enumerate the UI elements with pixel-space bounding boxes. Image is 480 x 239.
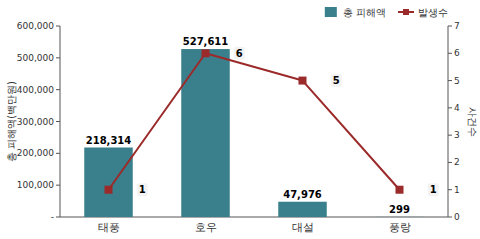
y-tick <box>56 185 60 186</box>
x-tick-label: 호우 <box>195 221 217 234</box>
y2-tick <box>448 189 452 190</box>
legend: 총 피해액 발생수 <box>325 7 448 18</box>
bar-label: 527,611 <box>183 36 229 47</box>
legend-label: 총 피해액 <box>343 7 386 18</box>
bar <box>181 49 230 217</box>
y2-tick-label: 1 <box>454 185 460 195</box>
y-tick <box>56 217 60 218</box>
y-tick <box>56 121 60 122</box>
line-marker <box>202 49 210 57</box>
y2-tick-label: 7 <box>454 21 460 31</box>
y2-axis-label: 사건수 <box>467 107 478 137</box>
y-tick-label: 100,000 <box>17 180 54 190</box>
y2-tick <box>448 217 452 218</box>
line-marker <box>396 186 404 194</box>
line-label: 5 <box>333 75 340 86</box>
y2-tick-label: 3 <box>454 130 460 140</box>
line-label: 6 <box>236 48 243 59</box>
data-labels: 218,314 527,611 47,976 299 1 6 5 1 <box>86 36 439 215</box>
x-tick-label: 대설 <box>292 221 314 234</box>
bar <box>375 216 424 217</box>
y2-tick <box>448 26 452 27</box>
y2-tick <box>448 53 452 54</box>
y-tick <box>56 153 60 154</box>
bar <box>278 202 327 217</box>
y2-tick-label: 0 <box>454 212 460 222</box>
line-label-box <box>331 74 342 87</box>
bar-label: 47,976 <box>283 189 322 200</box>
y-axis-label: 총 피해액(백만원) <box>6 81 17 162</box>
legend-label: 발생수 <box>418 7 448 18</box>
y2-tick <box>448 135 452 136</box>
y-tick-label: 300,000 <box>17 117 54 127</box>
bar <box>84 148 133 217</box>
y-tick-label: - <box>51 212 54 222</box>
line-marker <box>299 77 307 85</box>
x-tick-label: 태풍 <box>98 221 120 234</box>
legend-swatch <box>403 9 409 15</box>
bar-label: 218,314 <box>86 135 132 146</box>
y-tick <box>56 89 60 90</box>
x-tick-label: 풍랑 <box>389 221 411 234</box>
line-marker <box>105 186 113 194</box>
y2-tick <box>448 107 452 108</box>
y-tick-label: 200,000 <box>17 148 54 158</box>
y-tick <box>56 57 60 58</box>
y2-tick-label: 4 <box>454 103 460 113</box>
y-tick <box>56 26 60 27</box>
line-label-box <box>137 183 148 196</box>
line-label: 1 <box>430 184 437 195</box>
y2-tick <box>448 80 452 81</box>
marks <box>84 49 424 217</box>
line <box>109 53 400 189</box>
y2-tick-label: 5 <box>454 76 460 86</box>
line-label: 1 <box>139 184 146 195</box>
y-tick-label: 500,000 <box>17 53 54 63</box>
y-tick-label: 400,000 <box>17 85 54 95</box>
y2-tick-label: 6 <box>454 48 460 58</box>
chart: - 100,000 200,000 300,000 400,000 500,000 600,… <box>0 0 480 239</box>
line-label-box <box>234 47 245 60</box>
bar-label: 299 <box>389 204 410 215</box>
legend-swatch <box>325 7 337 17</box>
line-label-box <box>428 183 439 196</box>
y2-axis-line <box>448 26 449 217</box>
y-tick-label: 600,000 <box>17 21 54 31</box>
y2-tick-label: 2 <box>454 157 460 167</box>
y2-tick <box>448 162 452 163</box>
